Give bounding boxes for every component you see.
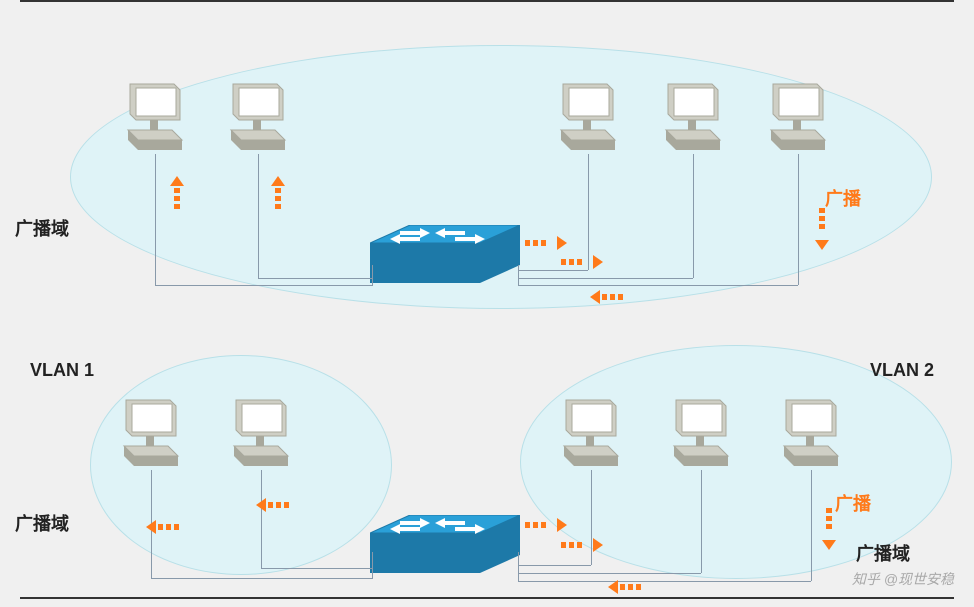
broadcast-arrow-icon (271, 176, 285, 223)
broadcast-arrow-icon (525, 236, 567, 255)
wire (258, 278, 372, 279)
broadcast-arrow-icon (815, 208, 829, 255)
label-bd_left: 广播域 (15, 510, 69, 536)
broadcast-arrow-icon (822, 508, 836, 555)
broadcast-arrow-icon (146, 520, 188, 539)
wire (372, 552, 373, 569)
wire (151, 578, 372, 579)
wire (518, 265, 519, 286)
computer-icon (558, 396, 624, 470)
wire (518, 565, 591, 566)
switch-icon (370, 515, 520, 583)
broadcast-arrow-icon (590, 290, 632, 309)
computer-icon (765, 80, 831, 154)
computer-icon (122, 80, 188, 154)
label-vlan2: VLAN 2 (870, 360, 934, 381)
watermark: 知乎 @现世安稳 (852, 569, 954, 589)
wire (693, 154, 694, 278)
wire (155, 154, 156, 285)
wire (701, 470, 702, 573)
computer-icon (660, 80, 726, 154)
computer-icon (778, 396, 844, 470)
wire (811, 470, 812, 581)
broadcast-arrow-icon (256, 498, 298, 517)
bottom-divider (20, 597, 954, 599)
computer-icon (118, 396, 184, 470)
broadcast-arrow-icon (561, 255, 603, 274)
label-vlan1: VLAN 1 (30, 360, 94, 381)
top-divider (20, 0, 954, 2)
wire (261, 470, 262, 568)
computer-icon (225, 80, 291, 154)
wire (372, 265, 373, 279)
computer-icon (668, 396, 734, 470)
wire (518, 552, 519, 582)
wire (518, 278, 693, 279)
label-bd_top: 广播域 (15, 215, 69, 241)
wire (261, 568, 372, 569)
switch-icon (370, 225, 520, 293)
label-bc_top: 广播 (825, 185, 861, 211)
wire (155, 285, 372, 286)
wire (518, 581, 811, 582)
wire (798, 154, 799, 285)
computer-icon (555, 80, 621, 154)
wire (588, 154, 589, 270)
wire (258, 154, 259, 278)
computer-icon (228, 396, 294, 470)
broadcast-arrow-icon (525, 518, 567, 537)
broadcast-arrow-icon (170, 176, 184, 223)
wire (518, 285, 798, 286)
wire (518, 573, 701, 574)
broadcast-arrow-icon (561, 538, 603, 557)
label-bd_right: 广播域 (856, 540, 910, 566)
broadcast-arrow-icon (608, 580, 650, 599)
label-bc_bot: 广播 (835, 490, 871, 516)
